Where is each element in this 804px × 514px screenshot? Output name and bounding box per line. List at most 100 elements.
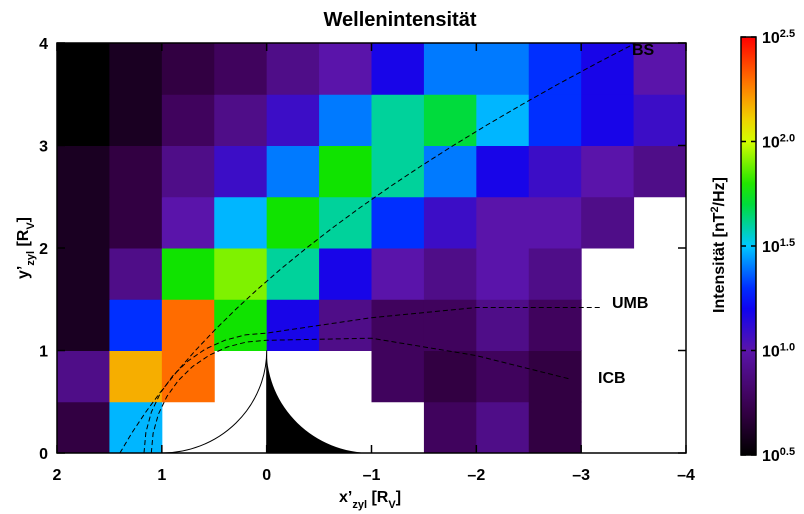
heat-cell bbox=[423, 145, 477, 198]
heat-cell bbox=[266, 43, 320, 95]
heat-cell bbox=[581, 196, 635, 249]
heat-cell bbox=[371, 248, 425, 300]
colorbar-label-part: 2 bbox=[709, 206, 721, 212]
heat-cell bbox=[109, 401, 163, 454]
label-base: 10 bbox=[762, 239, 780, 256]
boundary-label: BS bbox=[632, 42, 655, 59]
heat-cell bbox=[528, 350, 582, 403]
heat-cell bbox=[266, 145, 320, 198]
heat-cell bbox=[161, 196, 215, 249]
heat-cell bbox=[109, 248, 163, 300]
heat-cell bbox=[476, 94, 530, 146]
y-tick-label: 0 bbox=[39, 446, 48, 463]
heat-cell bbox=[476, 196, 530, 249]
heat-cell bbox=[423, 43, 477, 95]
x-tick-label: 1 bbox=[157, 467, 166, 484]
y-axis-label-part: [R bbox=[15, 229, 32, 251]
heat-cell bbox=[528, 43, 582, 95]
x-tick-label: –1 bbox=[363, 467, 381, 484]
heat-cell bbox=[57, 43, 110, 95]
label-exponent: 1.0 bbox=[780, 341, 795, 353]
heat-cell bbox=[161, 145, 215, 198]
heat-cell bbox=[319, 299, 372, 351]
colorbar-tick-label: 102.0 bbox=[762, 132, 795, 151]
heat-cell bbox=[319, 248, 372, 300]
heat-cell bbox=[214, 145, 268, 198]
heat-cell bbox=[57, 196, 110, 249]
heat-cell bbox=[528, 248, 582, 300]
label-exponent: 2.5 bbox=[780, 28, 795, 40]
x-tick-label: 0 bbox=[262, 467, 271, 484]
colorbar-label: Intensität [nT2/Hz] bbox=[709, 177, 728, 313]
x-axis-label-part: [R bbox=[367, 489, 389, 506]
heat-cell bbox=[476, 248, 530, 300]
heat-cell bbox=[266, 248, 320, 300]
heat-cell bbox=[109, 145, 163, 198]
heat-cell bbox=[57, 401, 110, 454]
heat-cell bbox=[266, 196, 320, 249]
y-tick-label: 4 bbox=[39, 36, 48, 53]
heat-cell bbox=[423, 401, 477, 454]
heat-cell bbox=[423, 94, 477, 146]
heat-cell bbox=[109, 299, 163, 351]
heat-cell bbox=[476, 145, 530, 198]
heat-cell bbox=[161, 43, 215, 95]
heat-cell bbox=[423, 350, 477, 403]
heat-cell bbox=[476, 350, 530, 403]
heat-cell bbox=[319, 145, 372, 198]
heat-cell bbox=[371, 145, 425, 198]
bow-shock bbox=[119, 42, 636, 454]
heat-cell bbox=[528, 94, 582, 146]
heat-cell bbox=[109, 94, 163, 146]
heat-cell bbox=[423, 299, 477, 351]
y-axis-label-part: zyl bbox=[25, 251, 37, 266]
boundary-label: ICB bbox=[598, 370, 626, 387]
heat-cell bbox=[214, 248, 268, 300]
heat-cell bbox=[633, 43, 687, 95]
heat-cell bbox=[214, 299, 268, 351]
heat-cell bbox=[214, 94, 268, 146]
x-axis-label-part: x’ bbox=[339, 489, 352, 506]
x-tick-label: 2 bbox=[53, 467, 62, 484]
heat-cell bbox=[319, 196, 372, 249]
colorbar-label-part: /Hz] bbox=[711, 177, 728, 206]
heat-cell bbox=[476, 43, 530, 95]
y-axis-label-part: y’ bbox=[15, 266, 32, 279]
x-tick-label: –2 bbox=[467, 467, 485, 484]
y-tick-label: 1 bbox=[39, 344, 48, 361]
heat-cell bbox=[161, 94, 215, 146]
heat-cell bbox=[109, 43, 163, 95]
heat-cell bbox=[476, 401, 530, 454]
x-axis-label: x’zyl [RV] bbox=[339, 489, 401, 511]
planet-day bbox=[161, 350, 268, 454]
heat-cell bbox=[161, 299, 215, 351]
heat-cell bbox=[528, 401, 582, 454]
heat-cell bbox=[214, 196, 268, 249]
heat-cell bbox=[371, 43, 425, 95]
colorbar-tick-label: 101.5 bbox=[762, 237, 795, 256]
heat-cell bbox=[266, 299, 320, 351]
heat-cell bbox=[581, 145, 635, 198]
heat-cell bbox=[371, 299, 425, 351]
heat-cell bbox=[161, 248, 215, 300]
heat-cell bbox=[371, 94, 425, 146]
heat-cell bbox=[423, 248, 477, 300]
heat-cell bbox=[581, 94, 635, 146]
x-tick-label: –3 bbox=[572, 467, 590, 484]
heat-cell bbox=[371, 350, 425, 403]
heat-cell bbox=[423, 196, 477, 249]
heat-cell bbox=[633, 94, 687, 146]
x-axis-label-part: zyl bbox=[352, 499, 367, 511]
heat-cell bbox=[214, 43, 268, 95]
x-tick-label: –4 bbox=[677, 467, 695, 484]
label-base: 10 bbox=[762, 30, 780, 47]
heat-cell bbox=[57, 145, 110, 198]
heat-cell bbox=[57, 299, 110, 351]
heat-cell bbox=[528, 145, 582, 198]
heat-cell bbox=[109, 350, 163, 403]
x-axis-label-part: V bbox=[388, 499, 396, 511]
y-tick-label: 2 bbox=[39, 241, 48, 258]
heat-cell bbox=[57, 350, 110, 403]
